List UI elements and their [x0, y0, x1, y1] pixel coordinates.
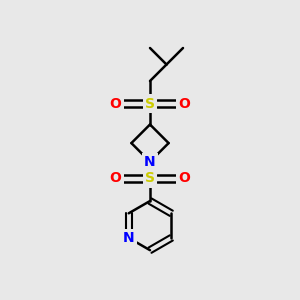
- Text: O: O: [110, 97, 122, 110]
- Text: N: N: [144, 155, 156, 169]
- Text: S: S: [145, 172, 155, 185]
- Text: N: N: [123, 231, 134, 245]
- Text: O: O: [110, 172, 122, 185]
- Text: S: S: [145, 97, 155, 110]
- Text: O: O: [178, 97, 190, 110]
- Text: O: O: [178, 172, 190, 185]
